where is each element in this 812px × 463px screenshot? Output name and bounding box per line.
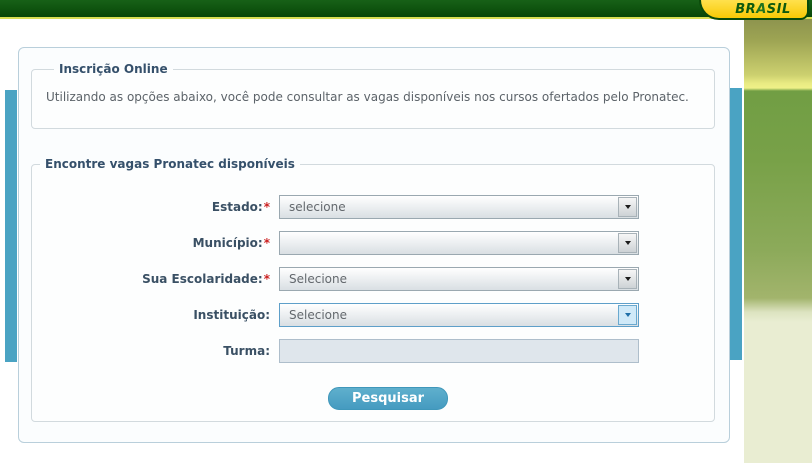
pesquisar-button[interactable]: Pesquisar: [328, 387, 448, 410]
intro-fieldset: Inscrição Online Utilizando as opções ab…: [31, 62, 715, 129]
dropdown-arrow-icon[interactable]: [618, 197, 637, 217]
required-marker: *: [263, 272, 270, 286]
instituicao-label: Instituição:: [193, 308, 270, 322]
municipio-select[interactable]: [279, 231, 639, 255]
instituicao-select-value: Selecione: [289, 308, 347, 322]
brasil-logo-letter-a: A: [756, 1, 767, 17]
intro-legend: Inscrição Online: [59, 62, 168, 76]
escolaridade-select-value: Selecione: [289, 272, 347, 286]
dropdown-arrow-icon[interactable]: [618, 233, 637, 253]
form-row-escolaridade: Sua Escolaridade:* Selecione: [32, 267, 714, 291]
brasil-logo-text-2: SIL: [766, 1, 791, 17]
dropdown-arrow-icon[interactable]: [618, 269, 637, 289]
search-legend: Encontre vagas Pronatec disponíveis: [45, 157, 295, 171]
dropdown-arrow-icon[interactable]: [618, 305, 637, 325]
escolaridade-select[interactable]: Selecione: [279, 267, 639, 291]
municipio-label: Município:*: [192, 236, 270, 250]
estado-select-value: selecione: [289, 200, 346, 214]
turma-input[interactable]: [279, 339, 639, 363]
form-row-turma: Turma:: [32, 339, 714, 363]
form-row-instituicao: Instituição: Selecione: [32, 303, 714, 327]
brasil-logo-text-1: BR: [735, 1, 757, 17]
government-top-bar: [0, 0, 812, 19]
side-decoration-column: [744, 0, 812, 463]
estado-label: Estado:*: [211, 200, 270, 214]
required-marker: *: [263, 200, 270, 214]
estado-select[interactable]: selecione: [279, 195, 639, 219]
form-row-municipio: Município:*: [32, 231, 714, 255]
intro-text: Utilizando as opções abaixo, você pode c…: [46, 90, 689, 104]
turma-label: Turma:: [223, 344, 270, 358]
escolaridade-label: Sua Escolaridade:*: [142, 272, 270, 286]
required-marker: *: [263, 236, 270, 250]
right-accent-stripe: [730, 88, 742, 360]
left-accent-stripe: [5, 90, 17, 362]
brasil-logo[interactable]: BR A SIL: [699, 0, 809, 20]
main-panel: Inscrição Online Utilizando as opções ab…: [18, 47, 730, 443]
search-fieldset: Encontre vagas Pronatec disponíveis Esta…: [31, 157, 715, 422]
instituicao-select[interactable]: Selecione: [279, 303, 639, 327]
button-row: Pesquisar: [32, 387, 714, 410]
form-row-estado: Estado:* selecione: [32, 195, 714, 219]
